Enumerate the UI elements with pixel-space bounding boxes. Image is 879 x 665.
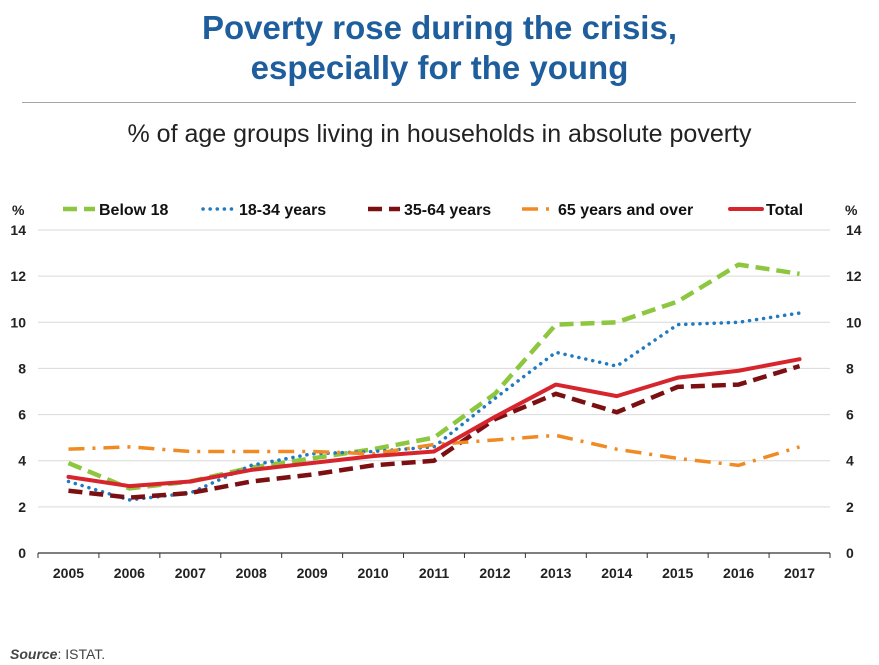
y-tick-label-left: 10: [10, 314, 26, 330]
x-tick-label: 2005: [53, 565, 84, 581]
line-chart: Below 18 18-34 years 35-64 years 65 years a…: [10, 202, 862, 581]
x-tick-label: 2014: [601, 565, 632, 581]
y-tick-label-right: 0: [846, 545, 854, 561]
y-tick-label-right: 6: [846, 407, 854, 423]
y-ticks-left: 0 2 4 6 8 10 12 14: [10, 222, 26, 561]
grid: [38, 229, 830, 554]
source-label: Source: [10, 646, 58, 662]
y-tick-label-left: 14: [10, 222, 26, 238]
series-line: [66, 311, 802, 502]
x-tick-label: 2011: [419, 565, 450, 581]
chart-title: Poverty rose during the crisis, especial…: [0, 8, 879, 88]
y-tick-label-left: 8: [18, 360, 26, 376]
x-tick-label: 2016: [723, 565, 754, 581]
legend: Below 18 18-34 years 35-64 years 65 years a…: [63, 202, 803, 219]
y-tick-label-left: 2: [18, 499, 26, 515]
y-tick-label-right: 2: [846, 499, 854, 515]
x-ticks: 2005 2006 2007 2008 2009 2010 2011 2012 2013 2014…: [37, 553, 831, 581]
y-tick-label-left: 4: [18, 453, 26, 469]
title-line-1: Poverty rose during the crisis,: [202, 9, 677, 46]
x-tick-label: 2008: [236, 565, 267, 581]
series-line: [66, 357, 802, 489]
y-tick-label-right: 14: [846, 222, 862, 238]
x-tick-label: 2012: [479, 565, 510, 581]
x-tick-label: 2010: [357, 565, 388, 581]
y-tick-label-left: 6: [18, 407, 26, 423]
legend-label: Below 18: [99, 202, 168, 219]
legend-label: 35-64 years: [404, 202, 491, 219]
x-tick-label: 2017: [784, 565, 815, 581]
title-line-2: especially for the young: [250, 49, 629, 86]
chart-subtitle: % of age groups living in households in …: [127, 120, 752, 148]
x-tick-label: 2013: [540, 565, 571, 581]
legend-label: 65 years and over: [558, 202, 693, 219]
series-line: [68, 363, 801, 500]
y-tick-label-right: 4: [846, 453, 854, 469]
legend-label: Total: [766, 202, 803, 219]
y-tick-label-right: 8: [846, 360, 854, 376]
x-tick-label: 2015: [662, 565, 693, 581]
title-divider: [22, 102, 856, 103]
series-lines: [66, 262, 802, 502]
source-text: : ISTAT.: [57, 646, 106, 662]
x-tick-label: 2006: [114, 565, 145, 581]
y-tick-label-right: 12: [846, 268, 862, 284]
y-axis-label-right: %: [845, 202, 858, 218]
y-tick-label-left: 12: [10, 268, 26, 284]
y-ticks-right: 0 2 4 6 8 10 12 14: [846, 222, 862, 561]
y-tick-label-right: 10: [846, 314, 862, 330]
x-tick-label: 2009: [297, 565, 328, 581]
x-tick-label: 2007: [175, 565, 206, 581]
y-tick-label-left: 0: [18, 545, 26, 561]
legend-label: 18-34 years: [239, 202, 326, 219]
y-axis-label-left: %: [12, 202, 25, 218]
source-note: Source: ISTAT.: [10, 646, 105, 662]
